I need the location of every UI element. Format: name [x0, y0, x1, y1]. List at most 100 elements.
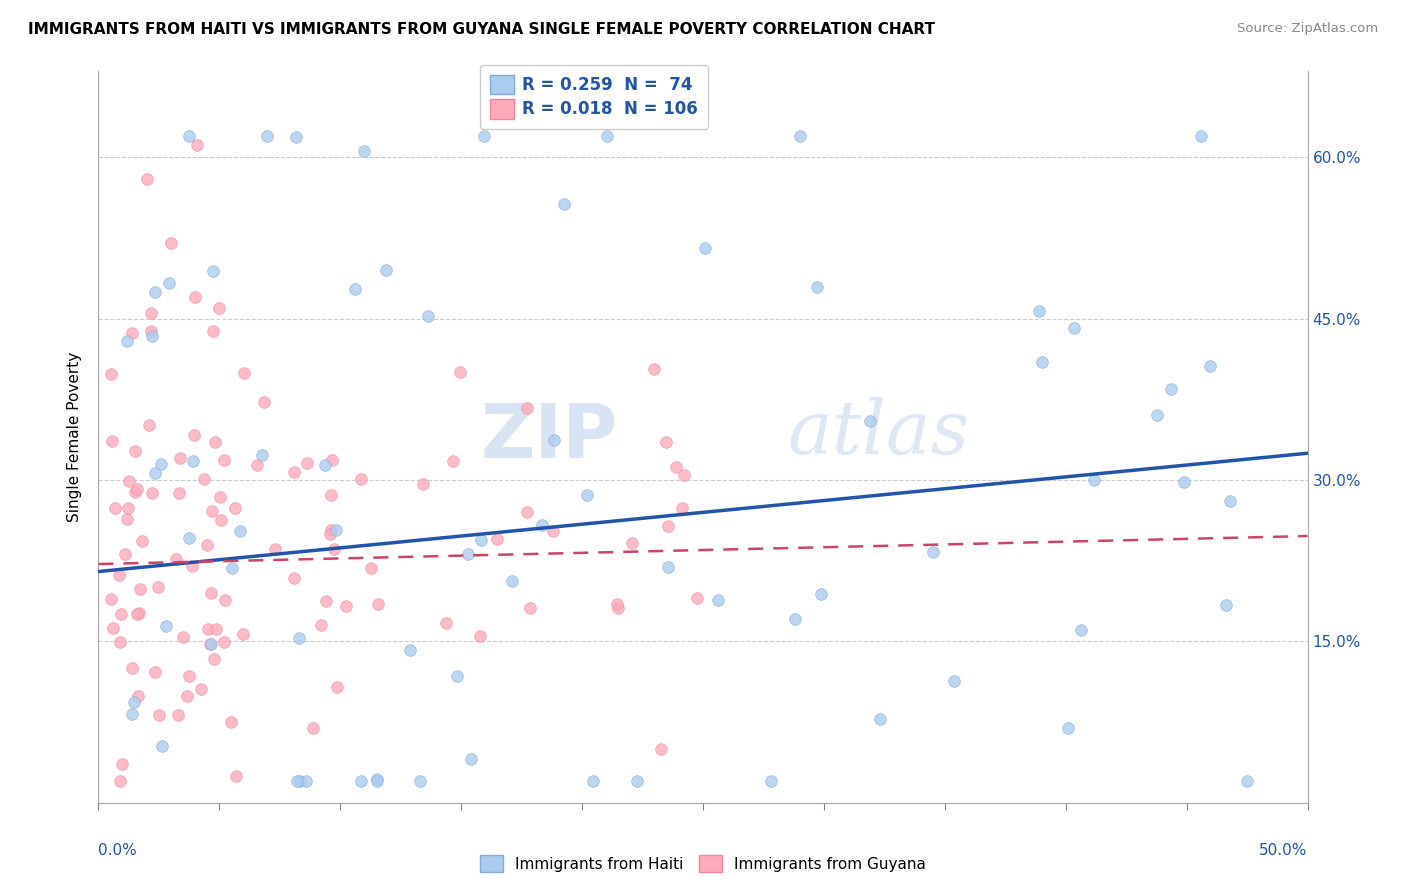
Point — [449, 365, 471, 379]
Point — [150, 739, 173, 753]
Point — [121, 661, 143, 675]
Point — [665, 460, 688, 475]
Point — [606, 600, 628, 615]
Point — [139, 324, 162, 338]
Point — [486, 532, 509, 546]
Point — [399, 642, 422, 657]
Point — [553, 196, 575, 211]
Point — [190, 681, 212, 696]
Point — [1057, 721, 1080, 735]
Point — [141, 486, 163, 500]
Point — [353, 144, 375, 158]
Text: Source: ZipAtlas.com: Source: ZipAtlas.com — [1237, 22, 1378, 36]
Point — [859, 414, 882, 428]
Point — [111, 756, 134, 771]
Point — [519, 601, 541, 615]
Point — [1160, 382, 1182, 396]
Point — [472, 128, 495, 143]
Point — [285, 774, 308, 789]
Point — [131, 533, 153, 548]
Point — [1198, 359, 1220, 373]
Point — [1070, 624, 1092, 638]
Point — [686, 591, 709, 605]
Point — [221, 561, 243, 575]
Point — [1028, 304, 1050, 318]
Point — [367, 597, 389, 611]
Point — [145, 285, 167, 299]
Point — [516, 505, 538, 519]
Point — [183, 427, 205, 442]
Point — [366, 772, 388, 786]
Point — [122, 695, 145, 709]
Point — [100, 592, 122, 607]
Point — [195, 538, 218, 552]
Point — [626, 774, 648, 789]
Point — [118, 474, 141, 488]
Point — [434, 616, 457, 631]
Point — [146, 580, 169, 594]
Point — [121, 326, 143, 340]
Point — [315, 594, 337, 608]
Point — [198, 637, 221, 651]
Point — [375, 263, 398, 277]
Point — [294, 774, 316, 789]
Point — [322, 541, 344, 556]
Point — [921, 545, 943, 559]
Point — [108, 774, 131, 789]
Point — [124, 485, 146, 500]
Point — [256, 128, 278, 143]
Point — [208, 301, 231, 315]
Point — [1173, 475, 1195, 489]
Point — [232, 366, 254, 380]
Point — [672, 467, 695, 482]
Point — [460, 751, 482, 765]
Point — [167, 485, 190, 500]
Point — [1031, 355, 1053, 369]
Point — [129, 582, 152, 597]
Point — [264, 542, 287, 557]
Point — [319, 526, 342, 541]
Point — [229, 524, 252, 539]
Point — [205, 622, 228, 636]
Point — [655, 435, 678, 450]
Point — [225, 769, 247, 783]
Point — [108, 568, 131, 582]
Point — [121, 706, 143, 721]
Point — [283, 571, 305, 585]
Point — [325, 524, 347, 538]
Legend: R = 0.259  N =  74, R = 0.018  N = 106: R = 0.259 N = 74, R = 0.018 N = 106 — [481, 65, 707, 128]
Point — [101, 621, 124, 635]
Point — [326, 680, 349, 694]
Point — [606, 598, 628, 612]
Point — [179, 128, 201, 143]
Point — [124, 444, 146, 458]
Point — [179, 531, 201, 545]
Point — [108, 634, 131, 648]
Point — [671, 500, 693, 515]
Point — [212, 634, 235, 648]
Point — [470, 533, 492, 547]
Point — [143, 665, 166, 679]
Point — [127, 690, 149, 704]
Point — [501, 574, 523, 589]
Point — [942, 674, 965, 689]
Point — [595, 128, 617, 143]
Point — [541, 524, 564, 539]
Point — [172, 630, 194, 644]
Point — [155, 619, 177, 633]
Point — [575, 487, 598, 501]
Point — [657, 560, 679, 574]
Text: ZIP: ZIP — [481, 401, 619, 474]
Point — [125, 607, 148, 622]
Point — [319, 524, 342, 538]
Point — [167, 707, 190, 722]
Point — [311, 618, 333, 632]
Point — [101, 434, 124, 449]
Point — [314, 458, 336, 473]
Point — [620, 535, 643, 549]
Point — [201, 504, 224, 518]
Point — [114, 547, 136, 561]
Point — [443, 454, 465, 468]
Point — [117, 512, 139, 526]
Point — [177, 669, 200, 683]
